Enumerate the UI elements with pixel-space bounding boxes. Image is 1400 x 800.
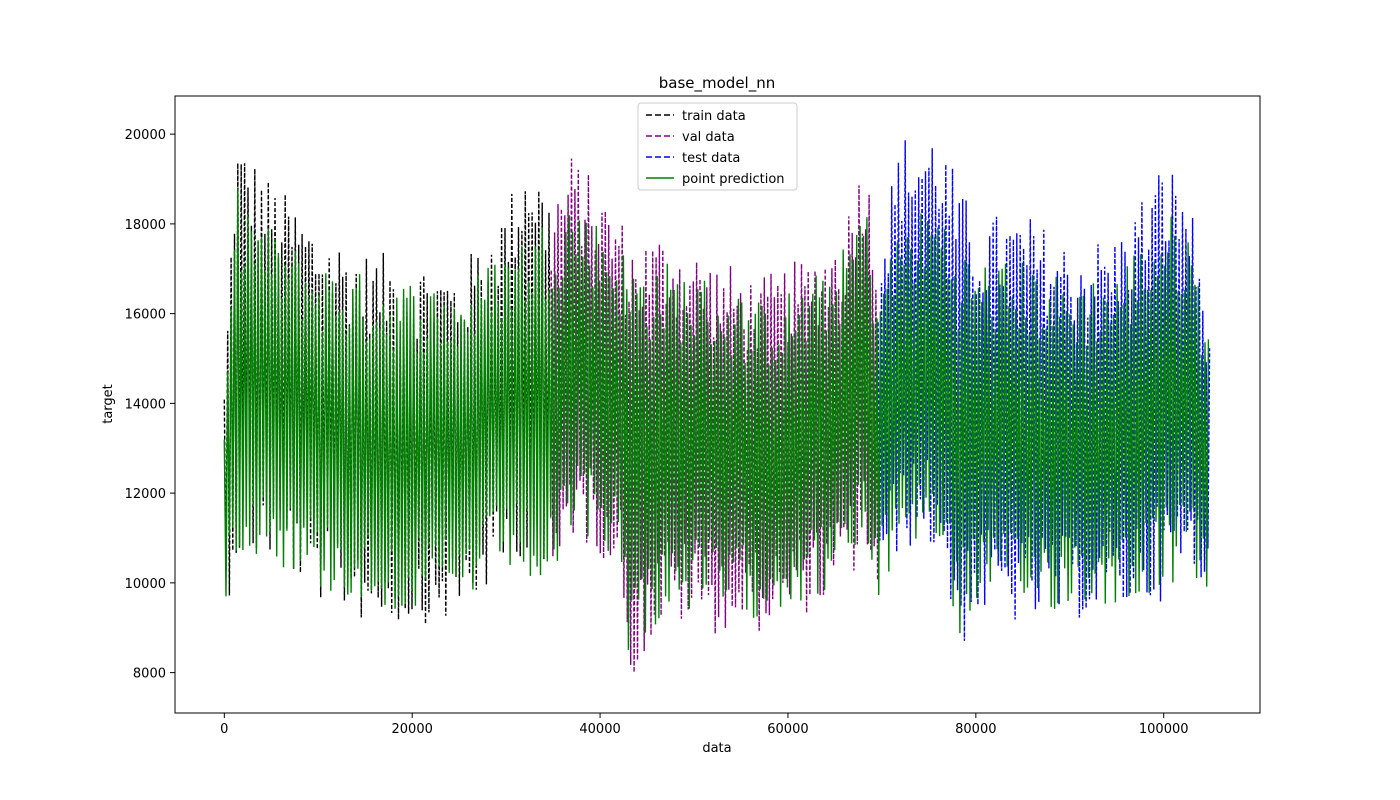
x-tick-label: 100000: [1139, 722, 1189, 737]
series-line-point-prediction: [223, 189, 1210, 651]
x-tick-label: 60000: [767, 722, 808, 737]
x-tick-label: 20000: [392, 722, 433, 737]
legend-box: [637, 102, 798, 191]
legend-label: test data: [682, 151, 740, 166]
y-tick-label: 18000: [125, 218, 166, 233]
y-axis-label: target: [101, 384, 116, 424]
y-tick-label: 12000: [125, 487, 166, 502]
y-tick-label: 16000: [125, 308, 166, 323]
x-tick-label: 0: [220, 722, 228, 737]
legend-label: val data: [682, 130, 735, 145]
chart-title: base_model_nn: [659, 74, 775, 93]
plot-frame: [174, 95, 1261, 714]
legend-label: point prediction: [682, 172, 785, 187]
x-axis-label: data: [702, 741, 731, 756]
y-tick-label: 20000: [125, 128, 166, 143]
y-tick-label: 14000: [125, 397, 166, 412]
y-axis: 8000 10000 12000 14000 16000 18000 20000: [125, 128, 175, 682]
x-axis: 0 20000 40000 60000 80000 100000: [220, 713, 1189, 737]
series-line-val-data: [550, 158, 879, 673]
legend: train data val data test data point predict…: [637, 102, 798, 191]
legend-label: train data: [682, 109, 746, 124]
x-tick-label: 40000: [579, 722, 620, 737]
x-tick-label: 80000: [955, 722, 996, 737]
y-tick-label: 8000: [133, 667, 166, 682]
plot-content: [223, 140, 1211, 673]
y-tick-label: 10000: [125, 577, 166, 592]
